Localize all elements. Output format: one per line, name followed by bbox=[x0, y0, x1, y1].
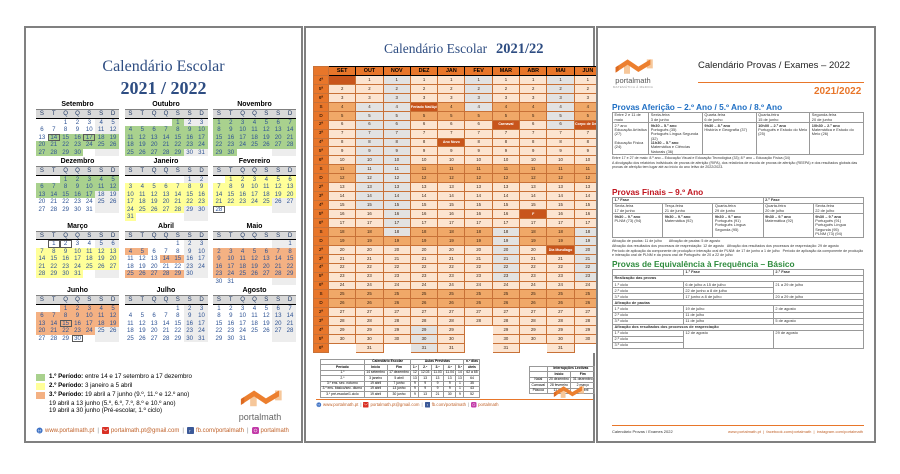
svg-text:f: f bbox=[426, 403, 427, 407]
